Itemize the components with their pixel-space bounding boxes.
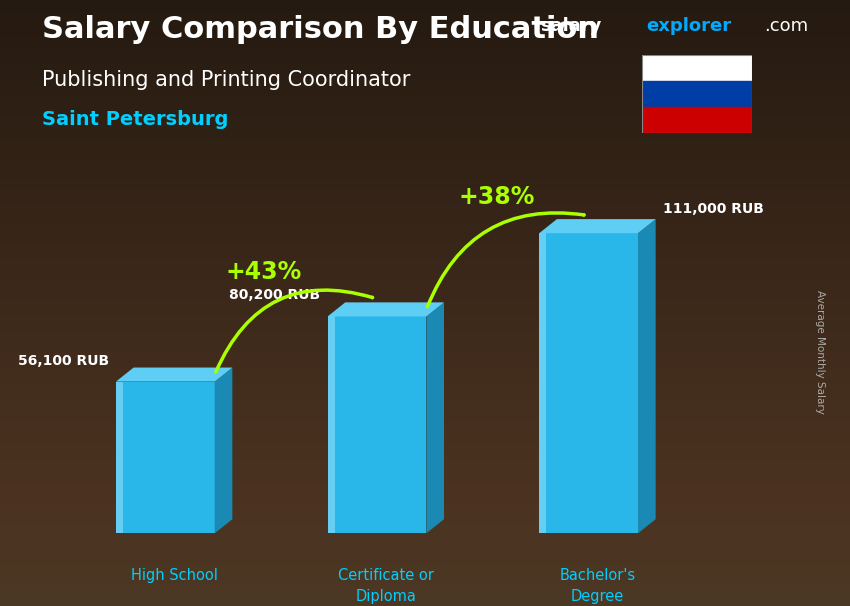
Polygon shape <box>327 316 427 533</box>
Polygon shape <box>539 233 547 533</box>
Bar <box>642 81 752 107</box>
FancyArrowPatch shape <box>216 290 372 372</box>
Text: 80,200 RUB: 80,200 RUB <box>230 288 320 302</box>
Text: Average Monthly Salary: Average Monthly Salary <box>815 290 825 413</box>
FancyArrowPatch shape <box>428 213 584 307</box>
Text: Certificate or
Diploma: Certificate or Diploma <box>337 568 434 604</box>
Polygon shape <box>427 302 444 533</box>
Bar <box>642 107 752 133</box>
Text: .com: .com <box>764 17 808 35</box>
Polygon shape <box>116 382 215 533</box>
Polygon shape <box>215 368 232 533</box>
Polygon shape <box>539 233 638 533</box>
Text: Publishing and Printing Coordinator: Publishing and Printing Coordinator <box>42 70 411 90</box>
Text: 111,000 RUB: 111,000 RUB <box>663 202 763 216</box>
Text: Salary Comparison By Education: Salary Comparison By Education <box>42 15 599 44</box>
Polygon shape <box>539 219 655 233</box>
Text: Saint Petersburg: Saint Petersburg <box>42 110 229 129</box>
Polygon shape <box>327 302 444 316</box>
Polygon shape <box>327 316 335 533</box>
Text: +38%: +38% <box>459 185 536 210</box>
Bar <box>642 55 752 81</box>
Text: explorer: explorer <box>646 17 732 35</box>
Text: 56,100 RUB: 56,100 RUB <box>18 353 109 368</box>
Polygon shape <box>116 382 123 533</box>
Polygon shape <box>638 219 655 533</box>
Text: High School: High School <box>131 568 218 584</box>
Polygon shape <box>116 368 232 382</box>
Text: +43%: +43% <box>226 260 303 284</box>
Text: salary: salary <box>540 17 601 35</box>
Text: Bachelor's
Degree: Bachelor's Degree <box>559 568 636 604</box>
